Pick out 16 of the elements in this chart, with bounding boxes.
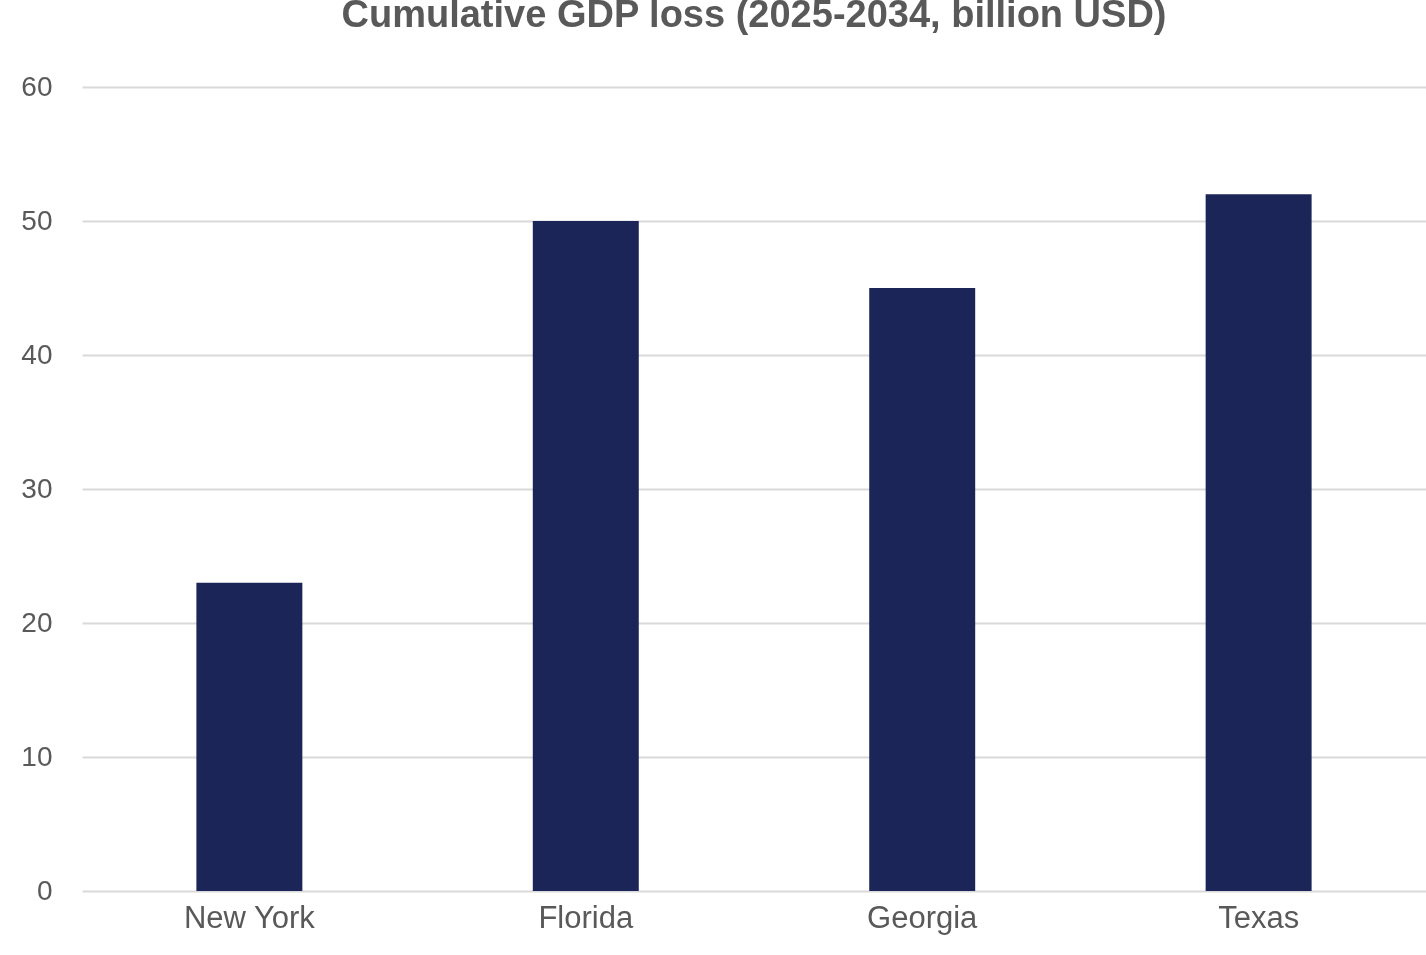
y-tick-label: 20	[21, 606, 53, 638]
x-tick-label: New York	[183, 899, 316, 935]
bar	[869, 288, 976, 891]
x-tick-label: Texas	[1218, 899, 1300, 935]
y-tick-label: 0	[36, 874, 53, 906]
x-tick-label: Georgia	[867, 899, 979, 935]
y-tick-label: 60	[21, 70, 53, 102]
y-tick-label: 50	[21, 204, 53, 236]
chart-title: Cumulative GDP loss (2025-2034, billion USD)	[341, 0, 1167, 35]
y-tick-label: 30	[21, 472, 53, 504]
bar	[1205, 194, 1312, 891]
bar	[532, 221, 639, 891]
y-tick-label: 10	[21, 740, 53, 772]
y-tick-label: 40	[21, 338, 53, 370]
bar	[196, 582, 303, 891]
x-tick-label: Florida	[538, 899, 634, 935]
